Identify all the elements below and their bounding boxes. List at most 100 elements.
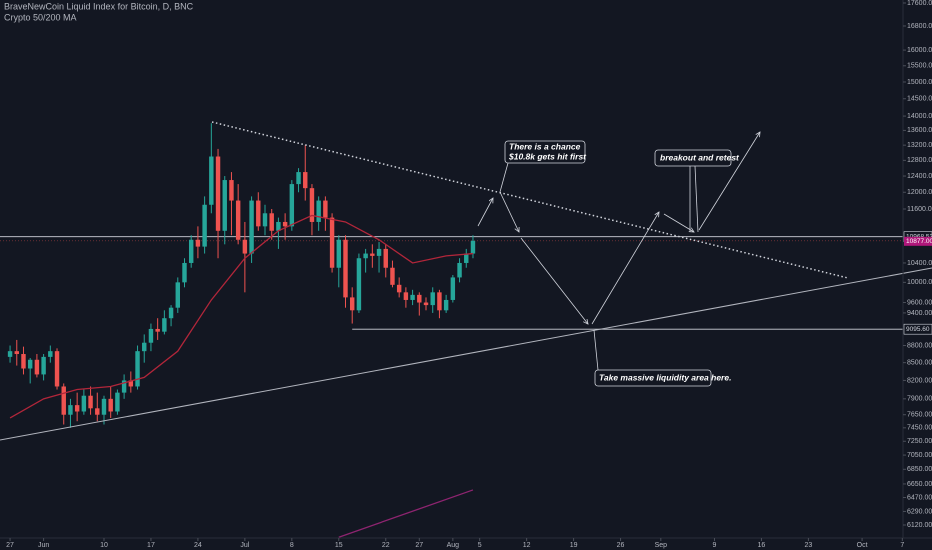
candle-body [135, 351, 140, 387]
y-tick-label: 17600.00 [907, 0, 932, 7]
candle-body [148, 328, 154, 343]
callout [499, 162, 509, 193]
candle-body [464, 253, 469, 263]
candle-body [363, 253, 368, 259]
arrow [499, 191, 519, 232]
y-tick-label: 7250.00 [907, 438, 932, 445]
candle-body [269, 213, 274, 231]
y-tick-label: 12800.00 [907, 157, 932, 164]
callout [694, 165, 699, 233]
candle-body [182, 262, 187, 283]
candle-body [410, 294, 415, 300]
arrow [663, 213, 694, 232]
candle-body [316, 200, 321, 222]
x-tick-label: 16 [758, 542, 766, 549]
candle-body [256, 200, 261, 227]
candle-body [34, 359, 40, 375]
x-tick-label: 27 [6, 542, 14, 549]
candle-body [457, 262, 462, 278]
annotation: Take massive liquidity area here. [594, 369, 731, 387]
y-tick-label: 6470.00 [907, 494, 932, 501]
x-tick-label: 24 [194, 542, 202, 549]
candle-body [81, 395, 87, 412]
candle-body [383, 248, 388, 268]
ascending-trendline [0, 267, 932, 441]
y-tick-label: 12400.00 [907, 173, 932, 180]
candle-body [155, 328, 160, 332]
candle-body [423, 302, 429, 306]
annotation: breakout and retest [654, 149, 740, 167]
candle-body [88, 395, 93, 409]
axes: 17600.00 16800.00 16000.00 15500.00 15000.00… [6, 0, 932, 549]
candle-body [209, 156, 214, 205]
x-tick-label: 17 [147, 542, 155, 549]
candle-body [450, 277, 456, 300]
annotation-box [654, 149, 732, 167]
candle-body [242, 239, 248, 254]
annotation-box [504, 140, 586, 164]
candle-body [202, 204, 207, 247]
y-tick-label: 6850.00 [907, 466, 932, 473]
candle-body [61, 386, 66, 415]
candle-body [282, 221, 288, 227]
candle-body [417, 294, 422, 303]
candle-body [289, 184, 295, 227]
candle-body [370, 253, 375, 256]
x-tick-label: 5 [478, 542, 482, 549]
annotation-text: Take massive liquidity area here. [599, 372, 731, 382]
x-tick-label: 7 [900, 542, 904, 549]
annotation: There is a chance $10.8k gets hit first [504, 140, 587, 164]
callouts [499, 162, 699, 371]
candle-body [54, 351, 60, 387]
y-tick-label: 6120.00 [907, 522, 932, 529]
candle-body [470, 240, 476, 254]
annotation-text: $10.8k gets hit first [508, 151, 587, 161]
y-tick-label: 11600.00 [907, 206, 932, 213]
y-tick-label: 8200.00 [907, 377, 932, 384]
candle-body [343, 239, 348, 298]
x-tick-label: Jun [38, 542, 49, 549]
candle-body [235, 200, 241, 240]
y-tick-label: 16800.00 [907, 23, 932, 30]
moving-average [9, 214, 474, 419]
candle-body [309, 188, 315, 222]
candle-body [68, 405, 73, 415]
x-tick-label: Oct [857, 542, 868, 549]
level-label: 9095.60 [906, 326, 930, 333]
x-tick-label: Aug [447, 542, 460, 549]
descending-trendline [211, 121, 849, 279]
candle-body [403, 292, 409, 300]
candle-body [41, 356, 46, 375]
candle-body [390, 267, 395, 285]
arrow [520, 237, 588, 324]
annotation-text: breakout and retest [660, 152, 740, 162]
candle-body [437, 292, 442, 311]
x-tick-label: Jul [240, 542, 249, 549]
candle-body [349, 297, 355, 311]
level-label-box [903, 323, 932, 335]
candle-body [27, 359, 33, 369]
y-tick-label: 7650.00 [907, 412, 932, 419]
callout [593, 329, 599, 371]
x-tick-label: 22 [382, 542, 390, 549]
y-tick-label: 14000.00 [907, 113, 932, 120]
candle-body [396, 284, 402, 293]
y-tick-label: 7900.00 [907, 396, 932, 403]
last-price-box [904, 236, 932, 246]
candle-body [329, 217, 335, 268]
candle-body [229, 180, 234, 201]
annotation-text: There is a chance [509, 141, 581, 151]
x-tick-label: 27 [415, 542, 423, 549]
projection-arrows [477, 132, 760, 325]
candle-body [303, 172, 308, 189]
arrow [591, 212, 659, 325]
x-tick-label: 15 [335, 542, 343, 549]
plot-area [0, 123, 903, 538]
x-tick-label: Sep [655, 542, 668, 549]
candle-body [336, 239, 342, 268]
x-tick-label: 9 [713, 542, 717, 549]
candle-body [108, 398, 113, 412]
y-tick-label: 14500.00 [907, 96, 932, 103]
y-tick-label: 13200.00 [907, 142, 932, 149]
